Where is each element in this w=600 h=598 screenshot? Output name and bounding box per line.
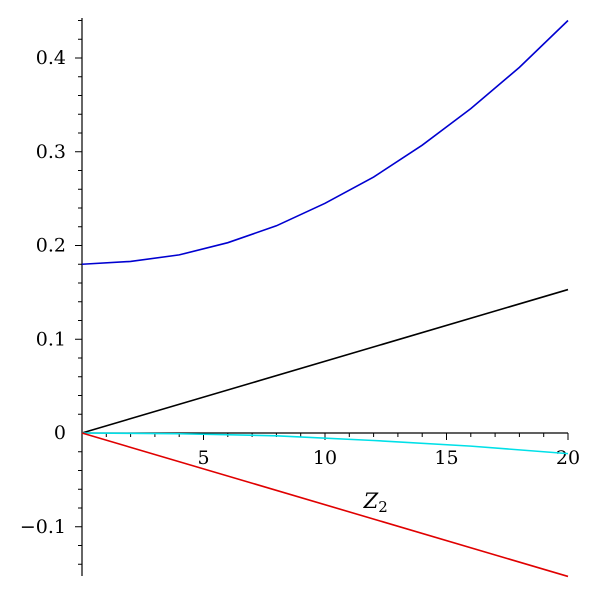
y-tick-label: 0 xyxy=(54,422,66,444)
x-axis-title-subscript: 2 xyxy=(378,498,388,516)
x-axis-title: Z2 xyxy=(363,489,388,516)
y-tick-label: 0.3 xyxy=(36,141,66,163)
y-tick-label: 0.2 xyxy=(36,235,66,257)
series-line-2 xyxy=(81,288,569,434)
axes xyxy=(81,18,568,576)
y-tick-label: −0.1 xyxy=(20,516,66,538)
series-line-3 xyxy=(81,432,569,455)
ticks xyxy=(75,20,569,565)
y-tick-label: 0.4 xyxy=(36,47,66,69)
series-line-1 xyxy=(81,19,569,266)
series-group xyxy=(81,19,569,578)
x-tick-label: 10 xyxy=(313,447,337,469)
series-line-4 xyxy=(81,432,569,578)
x-tick-label: 5 xyxy=(197,447,209,469)
x-axis-title-main: Z xyxy=(363,489,379,513)
x-tick-label: 15 xyxy=(434,447,458,469)
tick-labels: 5 10 15 20 −0.1 0 0.1 0.2 0.3 0.4 xyxy=(20,47,580,538)
x-tick-label: 20 xyxy=(556,447,580,469)
y-tick-label: 0.1 xyxy=(36,328,66,350)
